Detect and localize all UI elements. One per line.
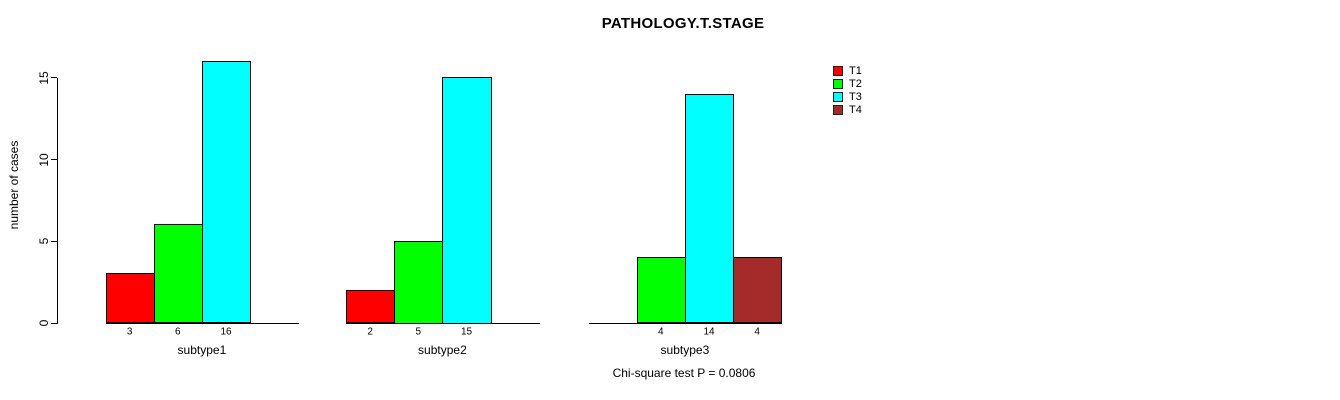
legend-label-T1: T1 — [849, 65, 862, 77]
bar-subtype2-T2 — [394, 240, 444, 324]
bar-subtype1-T2 — [153, 224, 203, 324]
bar-subtype2-T1 — [346, 289, 396, 324]
y-axis-line — [57, 78, 58, 324]
group-label-subtype1: subtype1 — [177, 343, 227, 357]
bar-value-label: 15 — [460, 326, 473, 338]
bar-value-label: 4 — [754, 326, 760, 338]
legend-label-T2: T2 — [849, 78, 862, 90]
y-tick-label: 15 — [37, 71, 51, 85]
y-tick — [51, 77, 57, 79]
bar-value-label: 6 — [175, 326, 181, 338]
y-tick-label: 5 — [37, 237, 51, 245]
bar-value-label: 3 — [126, 326, 133, 338]
group-label-subtype3: subtype3 — [660, 343, 710, 357]
legend-label-T3: T3 — [849, 91, 862, 103]
group-label-subtype2: subtype2 — [418, 343, 467, 357]
legend-label-T4: T4 — [849, 104, 862, 116]
legend-swatch-T3 — [833, 92, 843, 102]
chart-title: PATHOLOGY.T.STAGE — [601, 15, 765, 32]
legend-swatch-T1 — [833, 66, 843, 76]
y-tick — [51, 240, 57, 242]
bar-value-label: 14 — [703, 326, 715, 338]
bar-value-label: 2 — [367, 326, 373, 338]
bar-subtype1-T1 — [105, 273, 155, 324]
y-tick-label: 10 — [37, 152, 51, 167]
legend-swatch-T4 — [833, 105, 843, 115]
y-tick — [51, 322, 57, 324]
legend-swatch-T2 — [833, 79, 843, 89]
bar-value-label: 5 — [415, 326, 422, 338]
bar-subtype3-T4 — [733, 257, 783, 324]
bar-subtype3-T3 — [684, 93, 735, 324]
bar-subtype2-T3 — [442, 77, 492, 324]
chi-square-note: Chi-square test P = 0.0806 — [612, 366, 756, 380]
y-tick-label: 0 — [37, 319, 51, 327]
bar-subtype1-T3 — [201, 60, 252, 324]
bar-value-label: 4 — [658, 326, 664, 338]
y-tick — [51, 159, 57, 160]
bar-value-label: 16 — [220, 326, 232, 338]
bar-subtype3-T2 — [636, 257, 686, 324]
